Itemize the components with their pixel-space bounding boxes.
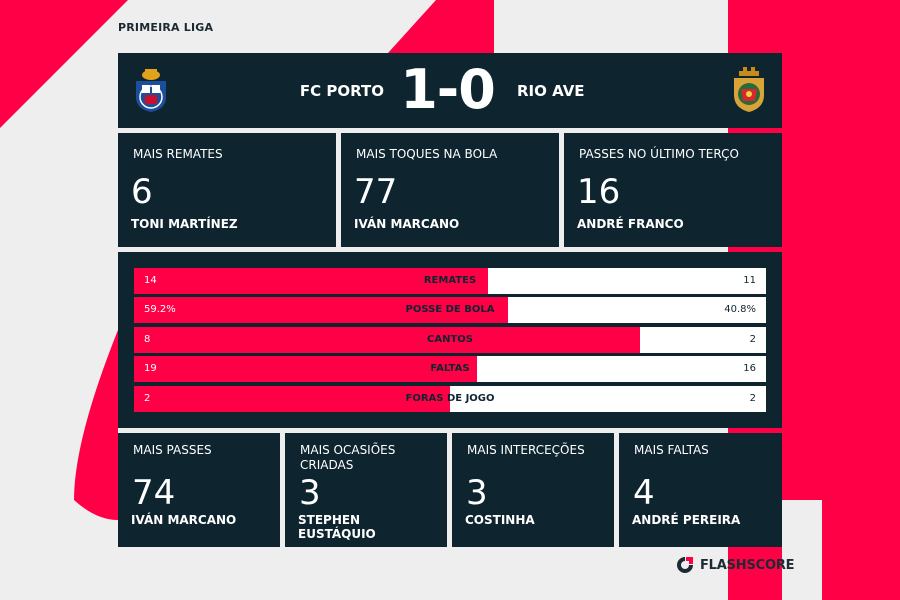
stat-card-player: ANDRÉ PEREIRA (632, 513, 741, 527)
stat-label: CANTOS (427, 334, 473, 345)
stat-card-value: 6 (131, 172, 153, 212)
home-share-bar (134, 386, 450, 412)
match-header: FC PORTO 1-0 RIO AVE (118, 53, 782, 128)
stat-card-final-third-passes: PASSES NO ÚLTIMO TERÇO 16 ANDRÉ FRANCO (564, 133, 782, 247)
stat-card-most-interceptions: MAIS INTERCEÇÕES 3 COSTINHA (452, 433, 614, 547)
stat-card-title: MAIS REMATES (133, 147, 223, 161)
comparison-row-corners: 8 CANTOS 2 (134, 327, 766, 353)
away-team-name: RIO AVE (517, 82, 585, 100)
home-value: 59.2% (144, 304, 176, 315)
stat-card-title: PASSES NO ÚLTIMO TERÇO (579, 147, 739, 161)
match-score: 1-0 (400, 58, 496, 121)
comparison-row-fouls: 19 FALTAS 16 (134, 356, 766, 382)
stat-card-value: 77 (354, 172, 398, 212)
stat-card-value: 3 (466, 473, 488, 513)
stat-card-value: 3 (299, 473, 321, 513)
stat-card-title: MAIS PASSES (133, 443, 212, 457)
flashscore-brand: FLASHSCORE (676, 556, 795, 574)
home-share-bar (134, 356, 478, 382)
home-value: 2 (144, 393, 151, 404)
away-value: 40.8% (724, 304, 756, 315)
home-value: 14 (144, 275, 157, 286)
stat-label: FORAS DE JOGO (405, 393, 495, 404)
comparison-row-possession: 59.2% POSSE DE BOLA 40.8% (134, 297, 766, 323)
brand-name: FLASHSCORE (700, 557, 795, 573)
stat-card-title: MAIS INTERCEÇÕES (467, 443, 585, 457)
away-value: 2 (749, 393, 756, 404)
flashscore-logo-icon (677, 557, 693, 573)
stat-label: FALTAS (430, 363, 470, 374)
stat-card-player: STEPHEN EUSTÁQUIO (298, 513, 376, 541)
comparison-row-offsides: 2 FORAS DE JOGO 2 (134, 386, 766, 412)
stat-card-player: COSTINHA (465, 513, 535, 527)
home-value: 19 (144, 363, 157, 374)
stat-card-player: TONI MARTÍNEZ (131, 217, 238, 231)
stat-card-most-shots: MAIS REMATES 6 TONI MARTÍNEZ (118, 133, 336, 247)
stat-label: REMATES (423, 275, 477, 286)
stat-card-player: IVÁN MARCANO (131, 513, 237, 527)
fc-porto-crest-icon (136, 69, 166, 112)
stat-card-value: 16 (577, 172, 621, 212)
stat-card-most-touches: MAIS TOQUES NA BOLA 77 IVÁN MARCANO (341, 133, 559, 247)
away-value: 16 (743, 363, 756, 374)
stat-card-player: ANDRÉ FRANCO (577, 217, 684, 231)
stat-label: POSSE DE BOLA (405, 304, 495, 315)
home-share-bar (134, 297, 509, 323)
stat-card-most-chances-created: MAIS OCASIÕES CRIADAS 3 STEPHEN EUSTÁQUI… (285, 433, 447, 547)
home-share-bar (134, 327, 640, 353)
away-value: 11 (743, 275, 756, 286)
stat-card-most-passes: MAIS PASSES 74 IVÁN MARCANO (118, 433, 280, 547)
home-share-bar (134, 268, 488, 294)
rio-ave-crest-icon (734, 67, 764, 112)
stat-card-most-fouls: MAIS FALTAS 4 ANDRÉ PEREIRA (619, 433, 782, 547)
stat-card-title: MAIS OCASIÕES CRIADAS (300, 443, 396, 472)
stat-card-player: IVÁN MARCANO (354, 217, 460, 231)
team-comparison: 14 REMATES 11 59.2% POSSE DE BOLA 40.8% … (118, 252, 782, 428)
home-team-name: FC PORTO (299, 82, 384, 100)
stat-card-value: 4 (633, 473, 655, 513)
stat-card-value: 74 (132, 473, 176, 513)
comparison-row-shots: 14 REMATES 11 (134, 268, 766, 294)
home-value: 8 (144, 334, 151, 345)
stat-card-title: MAIS TOQUES NA BOLA (356, 147, 498, 161)
stat-card-title: MAIS FALTAS (634, 443, 709, 457)
away-value: 2 (749, 334, 756, 345)
league-name: PRIMEIRA LIGA (118, 21, 214, 34)
